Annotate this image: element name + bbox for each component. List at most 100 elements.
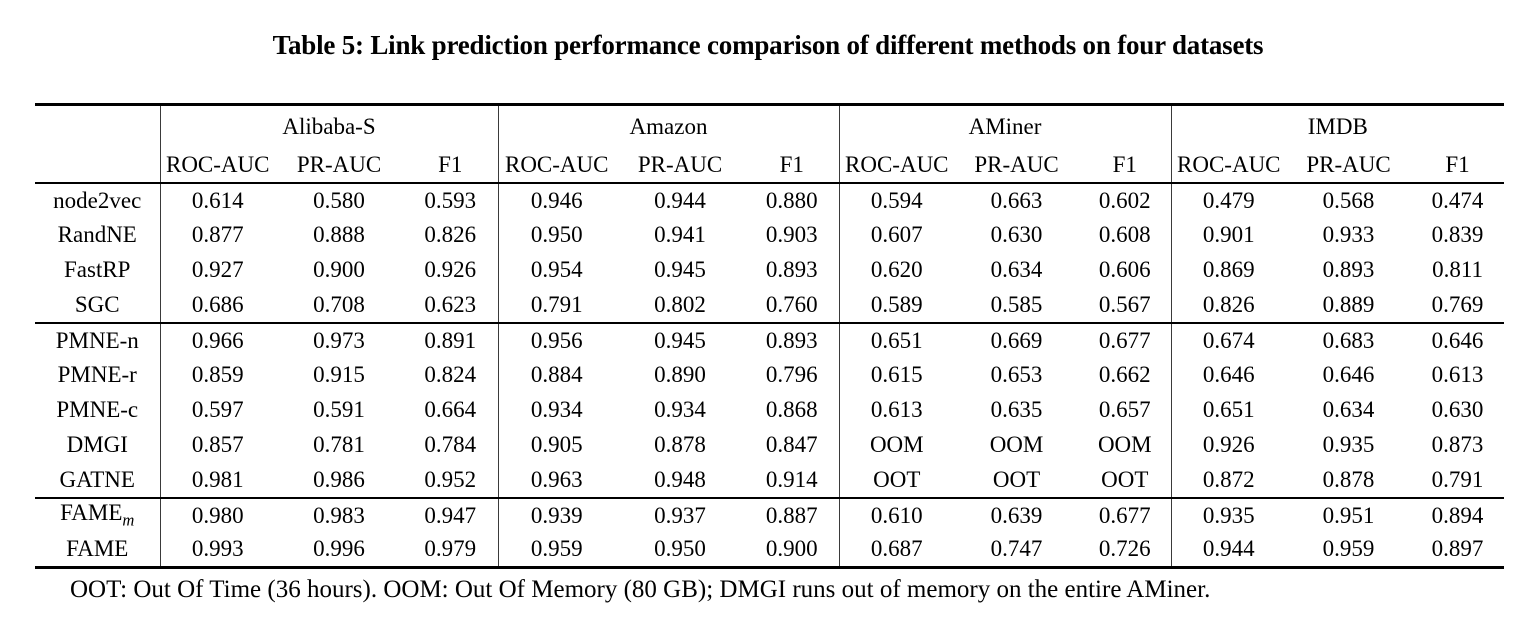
metric-value: 0.884 xyxy=(530,362,583,387)
metric-value: 0.593 xyxy=(403,182,499,218)
metric-value: 0.950 xyxy=(530,222,583,247)
dataset-header: Alibaba-S xyxy=(160,104,499,149)
metric-value: 0.944 xyxy=(1202,536,1255,562)
method-label: PMNE-n xyxy=(35,322,161,358)
metric-value: 0.869 xyxy=(1202,257,1255,282)
table-row: FastRP 0.927 0.900 0.926 0.954 0.945 0.893 0.62… xyxy=(35,252,1504,288)
metric-value: 0.634 xyxy=(990,257,1043,282)
metric-value: 0.646 xyxy=(1431,327,1484,353)
metric-value: 0.568 xyxy=(1322,187,1375,213)
metric-value: 0.945 xyxy=(654,257,706,282)
table-row: PMNE-n 0.966 0.973 0.891 0.956 0.945 0.893 0.65… xyxy=(35,322,1504,358)
metric-value: 0.669 xyxy=(990,327,1043,353)
metric-value: 0.963 xyxy=(530,466,583,492)
metric-value: 0.591 xyxy=(313,397,365,422)
method-name: PMNE-n xyxy=(55,327,139,353)
corner-cell xyxy=(35,104,161,183)
metric-value: 0.791 xyxy=(530,291,583,317)
metric-value: 0.662 xyxy=(1079,357,1172,393)
metric-value: 0.683 xyxy=(1322,327,1375,353)
metric-value: 0.677 xyxy=(1079,497,1172,533)
metric-value: 0.888 xyxy=(313,222,365,247)
method-label: node2vec xyxy=(35,182,161,218)
metric-value: 0.630 xyxy=(1431,397,1484,422)
metric-header: ROC-AUC xyxy=(165,152,270,177)
metric-value: OOM xyxy=(869,432,924,457)
metric-value: 0.872 xyxy=(1202,466,1255,492)
metric-value: OOM xyxy=(989,432,1044,457)
metric-header: F1 xyxy=(403,148,499,183)
metric-value: 0.606 xyxy=(1079,252,1172,288)
metric-value: 0.653 xyxy=(990,362,1043,387)
method-name: FastRP xyxy=(64,257,131,282)
metric-value: 0.677 xyxy=(1079,322,1172,358)
metric-value: 0.979 xyxy=(403,532,499,568)
metric-value: 0.847 xyxy=(745,427,840,463)
metric-value: 0.839 xyxy=(1431,222,1484,247)
metric-header: ROC-AUC xyxy=(1177,152,1281,177)
method-name: PMNE-c xyxy=(56,397,139,422)
metric-header: F1 xyxy=(1445,152,1470,177)
metric-value: 0.663 xyxy=(990,187,1043,213)
method-name: RandNE xyxy=(57,222,137,247)
metric-value: 0.914 xyxy=(745,462,840,498)
metric-value: 0.956 xyxy=(530,327,583,353)
metric-value: 0.646 xyxy=(1202,362,1255,387)
metric-value: 0.894 xyxy=(1431,502,1484,528)
metric-value: 0.926 xyxy=(1202,432,1255,457)
metric-value: 0.926 xyxy=(403,252,499,288)
method-name: PMNE-r xyxy=(57,362,137,387)
method-label: FAMEm xyxy=(35,497,161,533)
metric-value: 0.996 xyxy=(313,536,365,562)
metric-value: 0.674 xyxy=(1202,327,1255,353)
metric-value: 0.567 xyxy=(1079,287,1172,323)
metric-value: 0.950 xyxy=(654,536,706,562)
metric-value: 0.934 xyxy=(530,397,583,422)
method-subscript: m xyxy=(122,510,135,530)
metric-value: 0.635 xyxy=(990,397,1043,422)
metric-value: 0.934 xyxy=(654,397,706,422)
metric-value: OOT xyxy=(1079,462,1172,498)
metric-value: 0.941 xyxy=(654,222,706,247)
metric-value: 0.474 xyxy=(1431,187,1484,213)
table-row: SGC 0.686 0.708 0.623 0.791 0.802 0.760 0.589 0.… xyxy=(35,287,1504,323)
metric-value: 0.651 xyxy=(1202,397,1255,422)
metric-value: 0.873 xyxy=(1431,432,1484,457)
metric-value: 0.954 xyxy=(530,257,583,282)
metric-value: OOM xyxy=(1079,427,1172,463)
metric-value: 0.623 xyxy=(403,287,499,323)
metric-value: 0.880 xyxy=(745,182,840,218)
method-label: PMNE-c xyxy=(35,392,161,428)
metric-value: 0.947 xyxy=(403,497,499,533)
metric-value: OOT xyxy=(992,466,1041,492)
metric-value: 0.890 xyxy=(654,362,706,387)
metric-value: 0.607 xyxy=(870,222,923,247)
metric-value: 0.796 xyxy=(745,357,840,393)
metric-value: 0.951 xyxy=(1322,502,1375,528)
metric-value: 0.877 xyxy=(191,222,244,247)
dataset-header: AMiner xyxy=(839,104,1172,149)
metric-header: ROC-AUC xyxy=(504,152,609,177)
metric-value: 0.630 xyxy=(990,222,1043,247)
table-row: FAMEm 0.980 0.983 0.947 0.939 0.937 0.887 0.610… xyxy=(35,497,1504,533)
metric-header: PR-AUC xyxy=(637,152,723,177)
metric-value: 0.620 xyxy=(870,257,923,282)
metric-value: 0.868 xyxy=(745,392,840,428)
metric-value: 0.639 xyxy=(990,502,1043,528)
method-label: RandNE xyxy=(35,217,161,253)
metric-value: 0.646 xyxy=(1322,362,1375,387)
metric-value: 0.900 xyxy=(745,532,840,568)
method-name: DMGI xyxy=(66,432,128,457)
metric-value: 0.980 xyxy=(191,502,244,528)
metric-value: 0.784 xyxy=(403,427,499,463)
metric-value: 0.933 xyxy=(1322,222,1375,247)
table-row: DMGI 0.857 0.781 0.784 0.905 0.878 0.847 OOM OOM… xyxy=(35,427,1504,463)
metric-value: 0.966 xyxy=(191,327,244,353)
method-label: FastRP xyxy=(35,252,161,288)
metric-value: 0.664 xyxy=(403,392,499,428)
method-name: FAME xyxy=(66,536,129,562)
table-footnote: OOT: Out Of Time (36 hours). OOM: Out Of… xyxy=(70,576,1211,603)
metric-value: 0.634 xyxy=(1322,397,1375,422)
metric-value: 0.900 xyxy=(313,257,365,282)
